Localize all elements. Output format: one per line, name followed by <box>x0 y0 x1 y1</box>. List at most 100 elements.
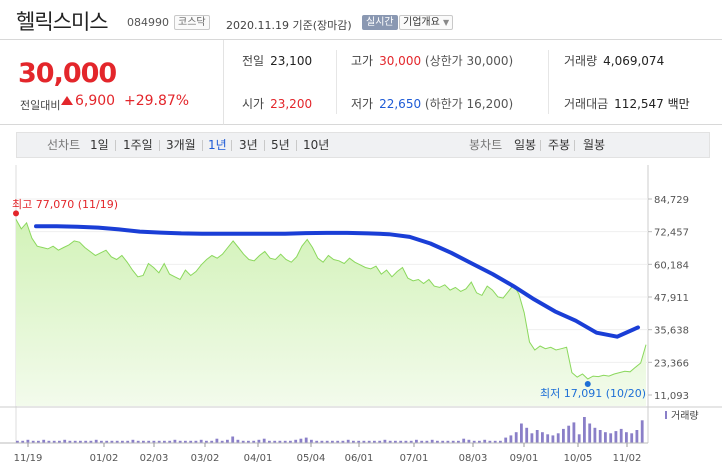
high-marker <box>13 210 19 217</box>
y-tick-label: 35,638 <box>654 326 689 337</box>
volume-bar <box>341 440 345 443</box>
volume-bar <box>94 439 98 444</box>
tab-10y[interactable]: 10년 <box>303 138 330 152</box>
volume-bar <box>100 440 103 443</box>
tab-divider <box>159 140 160 151</box>
tab-daily[interactable]: 일봉 <box>514 138 537 152</box>
volume-bar <box>189 440 193 443</box>
volume-bar <box>215 438 219 443</box>
volume-bar <box>488 440 492 443</box>
high-label: 고가 <box>351 54 374 68</box>
tab-3m[interactable]: 3개월 <box>166 138 196 152</box>
volume-bar <box>388 440 392 443</box>
volume-bar <box>283 440 287 443</box>
price-area <box>16 219 646 406</box>
x-tick-label: 11/19 <box>14 453 43 464</box>
volume-bar <box>446 440 450 443</box>
turnover-cell: 거래대금 112,547 백만 <box>564 83 690 125</box>
volume-bar <box>520 423 523 443</box>
open-value: 23,200 <box>270 97 313 111</box>
volume-bar <box>483 439 487 444</box>
tab-weekly[interactable]: 주봉 <box>548 138 571 152</box>
volume-bar <box>420 440 424 443</box>
volume-bar <box>619 428 623 443</box>
change-value: 6,900 <box>75 93 116 109</box>
volume-bar <box>262 438 266 443</box>
volume-bar <box>294 439 298 444</box>
volume-bar <box>499 440 502 443</box>
volume-bar <box>430 439 434 444</box>
volume-bar <box>126 440 130 443</box>
volume-bar <box>530 433 534 444</box>
volume-bar <box>625 432 628 443</box>
volume-value: 4,069,074 <box>603 54 665 68</box>
tab-3y[interactable]: 3년 <box>239 138 258 152</box>
company-overview-button[interactable]: 기업개요 ▼ <box>399 15 454 30</box>
volume-bar <box>236 439 240 444</box>
tab-divider <box>231 140 232 151</box>
open-cell: 시가 23,200 <box>242 83 312 125</box>
y-tick-label: 23,366 <box>654 358 689 369</box>
volume-bar <box>268 440 271 443</box>
company-overview-label: 기업개요 <box>403 17 440 28</box>
tab-1w[interactable]: 1주일 <box>123 138 153 152</box>
volume-bar <box>320 440 324 443</box>
change-label: 전일대비 <box>20 99 61 112</box>
x-tick-label: 03/02 <box>191 453 220 464</box>
volume-bar <box>205 440 208 443</box>
volume-bar <box>178 440 182 443</box>
volume-bar <box>58 440 61 443</box>
realtime-button[interactable]: 실시간 <box>362 15 398 30</box>
volume-bar <box>535 430 539 443</box>
x-tick-label: 02/03 <box>140 453 169 464</box>
volume-bar <box>84 440 88 443</box>
lower-limit: (하한가 16,200) <box>424 97 514 111</box>
volume-bar <box>247 440 250 443</box>
volume-bar <box>199 439 203 444</box>
volume-legend-swatch <box>665 411 667 419</box>
volume-bars <box>16 417 644 444</box>
tab-5y[interactable]: 5년 <box>271 138 290 152</box>
tab-monthly[interactable]: 월봉 <box>583 138 606 152</box>
volume-bar <box>556 433 560 444</box>
volume-bar <box>26 439 30 444</box>
y-tick-label: 84,729 <box>654 195 689 206</box>
high-annotation: 최고 77,070 (11/19) <box>12 198 118 211</box>
volume-bar <box>362 440 366 443</box>
volume-bar <box>79 440 82 443</box>
volume-bar <box>441 440 445 443</box>
x-tick-label: 05/04 <box>297 453 326 464</box>
volume-bar <box>110 440 114 443</box>
up-arrow-icon <box>61 96 73 105</box>
volume-bar <box>121 440 124 443</box>
volume-bar <box>562 428 565 443</box>
volume-bar <box>142 440 145 443</box>
volume-cell: 거래량 4,069,074 <box>564 40 664 82</box>
x-tick-label: 11/02 <box>613 453 642 464</box>
price-date: 2020.11.19 기준(장마감) <box>226 19 352 32</box>
y-tick-label: 60,184 <box>654 260 689 271</box>
volume-bar <box>336 440 340 443</box>
stock-header: 헬릭스미스 084990 코스닥 2020.11.19 기준(장마감) 실시간 … <box>0 0 722 40</box>
tab-1d[interactable]: 1일 <box>90 138 109 152</box>
high-annotation-label: 최고 <box>12 198 32 211</box>
volume-bar <box>472 440 476 443</box>
volume-bar <box>546 434 550 443</box>
prev-close-label: 전일 <box>242 54 265 68</box>
volume-bar <box>331 440 334 443</box>
x-tick-label: 09/01 <box>510 453 539 464</box>
volume-bar <box>257 439 261 444</box>
current-price-panel: 30,000 전일대비 6,900 +29.87% <box>0 40 224 125</box>
volume-bar <box>68 440 72 443</box>
volume-bar <box>640 420 644 444</box>
volume-bar <box>394 440 397 443</box>
volume-bar <box>525 427 529 443</box>
volume-bar <box>399 440 403 443</box>
volume-bar <box>373 440 376 443</box>
volume-bar <box>173 439 177 444</box>
tab-1y[interactable]: 1년 <box>208 138 227 152</box>
volume-bar <box>226 439 229 444</box>
volume-bar <box>115 440 119 443</box>
volume-bar <box>21 440 25 443</box>
volume-bar <box>16 440 19 443</box>
